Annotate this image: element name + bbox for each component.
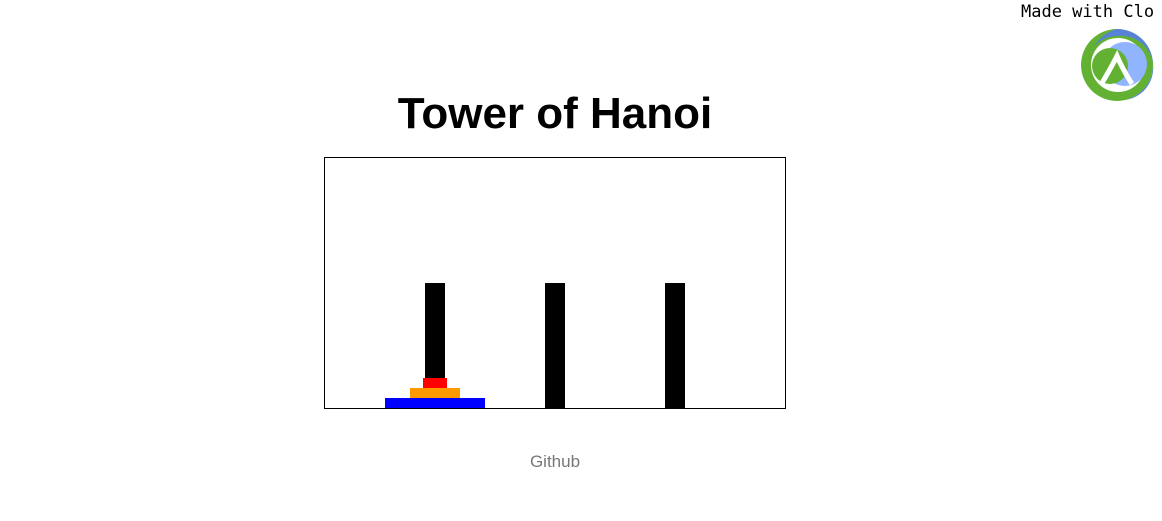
page-title: Tower of Hanoi (397, 89, 713, 138)
disk-size-2[interactable] (410, 388, 460, 398)
peg-1[interactable] (425, 283, 445, 408)
made-with-text: Made with Clo (1021, 2, 1155, 22)
disk-size-1[interactable] (423, 378, 447, 388)
peg-2[interactable] (545, 283, 565, 408)
peg-3[interactable] (665, 283, 685, 408)
game-board[interactable] (324, 157, 786, 409)
disk-size-3[interactable] (385, 398, 485, 408)
clojure-logo-icon[interactable] (1080, 28, 1154, 102)
github-link[interactable]: Github (529, 452, 581, 471)
